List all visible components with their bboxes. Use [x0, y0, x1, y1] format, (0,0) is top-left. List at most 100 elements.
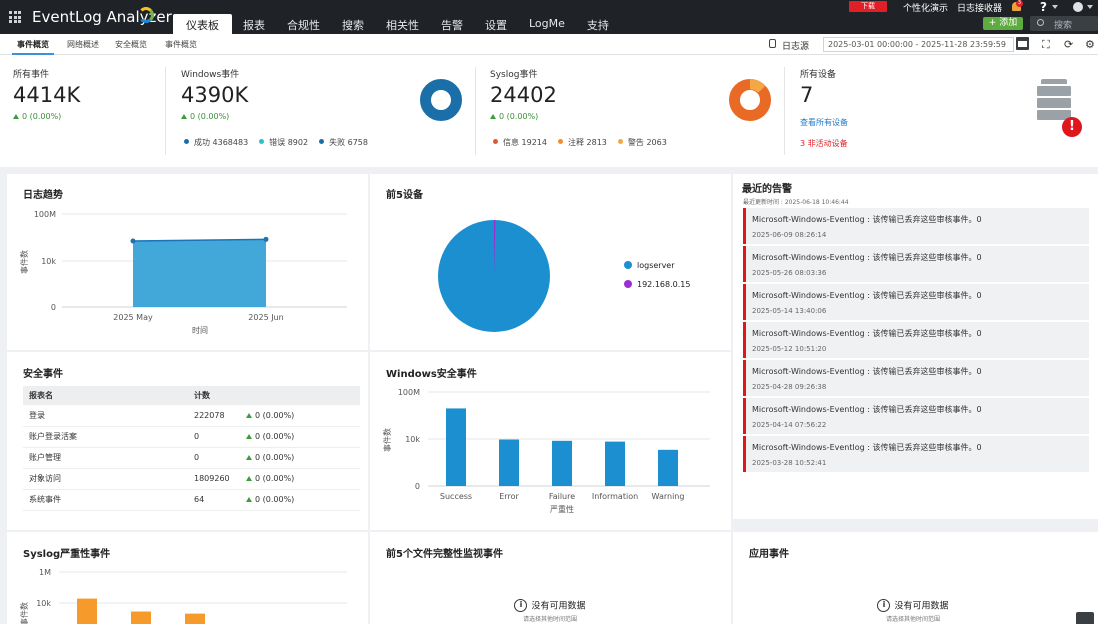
report-name[interactable]: 账户管理	[23, 447, 188, 469]
fullscreen-icon[interactable]: ⛶	[1042, 38, 1050, 51]
syslog-donut-chart[interactable]	[728, 78, 772, 122]
legend-failure[interactable]: 失败 6758	[319, 137, 368, 148]
subtab-event-overview[interactable]: 事件概览	[17, 40, 49, 49]
personalize-demo-link[interactable]: 个性化演示	[903, 4, 949, 14]
devices-value[interactable]: 7	[800, 83, 814, 107]
alert-time: 2025-04-28 09:26:38	[752, 383, 827, 391]
table-row[interactable]: 登录 222078 0 (0.00%)	[23, 405, 360, 427]
app-events-title: 应用事件	[749, 549, 789, 560]
nav-alerts[interactable]: 告警	[441, 19, 463, 32]
nav-dashboard[interactable]: 仪表板	[173, 14, 232, 34]
legend-error[interactable]: 错误 8902	[259, 137, 308, 148]
alert-item[interactable]: Microsoft-Windows-Eventlog : 该传输已丢弃这些审核事…	[743, 360, 1089, 396]
recent-alerts-panel: 最近的告警 最近更新时间 : 2025-06-18 10:46:44 Micro…	[733, 174, 1098, 519]
log-receiver-link[interactable]: 日志接收器	[957, 4, 1003, 14]
legend-label: 失败 6758	[329, 138, 368, 147]
log-source-button[interactable]: 日志源	[782, 42, 810, 52]
subtab-security-overview[interactable]: 安全概览	[115, 40, 147, 49]
add-button[interactable]: + 添加	[983, 17, 1023, 30]
legend-success[interactable]: 成功 4368483	[184, 137, 248, 148]
divider	[165, 67, 166, 155]
calendar-icon[interactable]	[1016, 37, 1029, 50]
active-subtab-indicator	[12, 53, 54, 55]
nav-support[interactable]: 支持	[586, 19, 609, 32]
report-name[interactable]: 登录	[23, 405, 188, 427]
download-button[interactable]: 下载	[849, 1, 887, 12]
report-name[interactable]: 系统事件	[23, 489, 188, 511]
nav-settings[interactable]: 设置	[485, 19, 507, 32]
donut-ring	[420, 79, 462, 121]
windows-donut-chart[interactable]	[419, 78, 463, 122]
bar-error[interactable]	[499, 439, 519, 486]
trend-point-may[interactable]	[130, 238, 136, 244]
top-devices-pie[interactable]: logserver 192.168.0.15	[370, 174, 731, 350]
pie-slice-192-168-0-15[interactable]	[494, 220, 496, 276]
help-caret-icon[interactable]	[1052, 5, 1058, 9]
date-range-field[interactable]: 2025-03-01 00:00:00 - 2025-11-28 23:59:5…	[823, 37, 1014, 52]
bar-information[interactable]	[605, 441, 625, 486]
view-all-devices-link[interactable]: 查看所有设备	[800, 118, 848, 127]
bell-icon[interactable]	[1012, 2, 1021, 11]
nav-search[interactable]: 搜索	[342, 19, 364, 32]
legend-ip[interactable]: 192.168.0.15	[637, 280, 690, 289]
alert-item[interactable]: Microsoft-Windows-Eventlog : 该传输已丢弃这些审核事…	[743, 246, 1089, 282]
chat-icon[interactable]	[1076, 612, 1094, 624]
syslog-bar[interactable]	[77, 598, 97, 624]
y-tick-label: 0	[51, 303, 56, 312]
subtab-network-overview[interactable]: 网络概述	[67, 40, 99, 49]
nav-compliance[interactable]: 合规性	[287, 19, 320, 32]
help-icon[interactable]: ?	[1040, 0, 1047, 14]
alert-item[interactable]: Microsoft-Windows-Eventlog : 该传输已丢弃这些审核事…	[743, 322, 1089, 358]
report-name[interactable]: 账户登录活案	[23, 426, 188, 448]
delta-text: 0 (0.00%)	[22, 112, 62, 121]
nav-correlation[interactable]: 相关性	[386, 19, 419, 32]
legend-info[interactable]: 信息 19214	[493, 137, 547, 148]
table-row[interactable]: 对象访问 1809260 0 (0.00%)	[23, 468, 360, 490]
legend-dot-icon	[184, 139, 189, 144]
legend-logserver[interactable]: logserver	[637, 261, 675, 270]
legend-notice[interactable]: 注释 2813	[558, 137, 607, 148]
bar-failure[interactable]	[552, 440, 572, 486]
nav-reports[interactable]: 报表	[243, 19, 265, 32]
windows-security-chart[interactable]: 100M 10k 0 事件数 Success Error Failure Inform…	[370, 352, 731, 530]
search-input[interactable]: 搜索	[1054, 21, 1073, 31]
app-grid-icon[interactable]	[9, 11, 21, 23]
report-name[interactable]: 对象访问	[23, 468, 188, 490]
all-events-value[interactable]: 4414K	[13, 83, 81, 107]
gear-icon[interactable]: ⚙	[1085, 38, 1095, 51]
table-row[interactable]: 账户管理 0 0 (0.00%)	[23, 447, 360, 469]
bar-success[interactable]	[446, 408, 466, 486]
syslog-bar[interactable]	[131, 611, 151, 624]
syslog-severity-chart[interactable]: 1M 10k 事件数	[7, 532, 368, 624]
table-row[interactable]: 账户登录活案 0 0 (0.00%)	[23, 426, 360, 448]
alert-item[interactable]: Microsoft-Windows-Eventlog : 该传输已丢弃这些审核事…	[743, 284, 1089, 320]
y-tick-label: 10k	[41, 257, 56, 266]
alert-item[interactable]: Microsoft-Windows-Eventlog : 该传输已丢弃这些审核事…	[743, 398, 1089, 434]
subtab-event-overview-2[interactable]: 事件概览	[165, 40, 197, 49]
legend-warning[interactable]: 警告 2063	[617, 137, 667, 148]
log-trend-chart[interactable]: 100M 10k 0 事件数 2025 May 2025 Jun 时间	[7, 174, 368, 350]
bar-warning[interactable]	[658, 449, 678, 486]
alert-time: 2025-05-14 13:40:06	[752, 307, 827, 315]
alert-message: Microsoft-Windows-Eventlog : 该传输已丢弃这些审核事…	[752, 367, 982, 376]
syslog-events-value[interactable]: 24402	[490, 83, 557, 107]
server-icon	[1037, 79, 1071, 125]
app-logo[interactable]: EventLog Analyzer	[32, 8, 172, 26]
alert-item[interactable]: Microsoft-Windows-Eventlog : 该传输已丢弃这些审核事…	[743, 436, 1089, 472]
database-icon[interactable]	[769, 39, 776, 48]
syslog-bar[interactable]	[185, 613, 205, 624]
refresh-icon[interactable]: ⟳	[1064, 38, 1074, 51]
delta: 0 (0.00%)	[240, 426, 360, 448]
windows-events-value[interactable]: 4390K	[181, 83, 249, 107]
legend-label: 信息 19214	[503, 138, 547, 147]
user-avatar-icon[interactable]	[1073, 2, 1083, 12]
table-row[interactable]: 系统事件 64 0 (0.00%)	[23, 489, 360, 511]
user-caret-icon[interactable]	[1087, 5, 1093, 9]
trend-area[interactable]	[133, 239, 266, 307]
nav-logme[interactable]: LogMe	[529, 17, 565, 30]
trend-point-jun[interactable]	[263, 236, 269, 242]
inactive-devices-link[interactable]: 3 非活动设备	[800, 139, 848, 148]
search-box[interactable]: 搜索	[1030, 16, 1098, 31]
alert-item[interactable]: Microsoft-Windows-Eventlog : 该传输已丢弃这些审核事…	[743, 208, 1089, 244]
security-events-title: 安全事件	[23, 369, 63, 380]
